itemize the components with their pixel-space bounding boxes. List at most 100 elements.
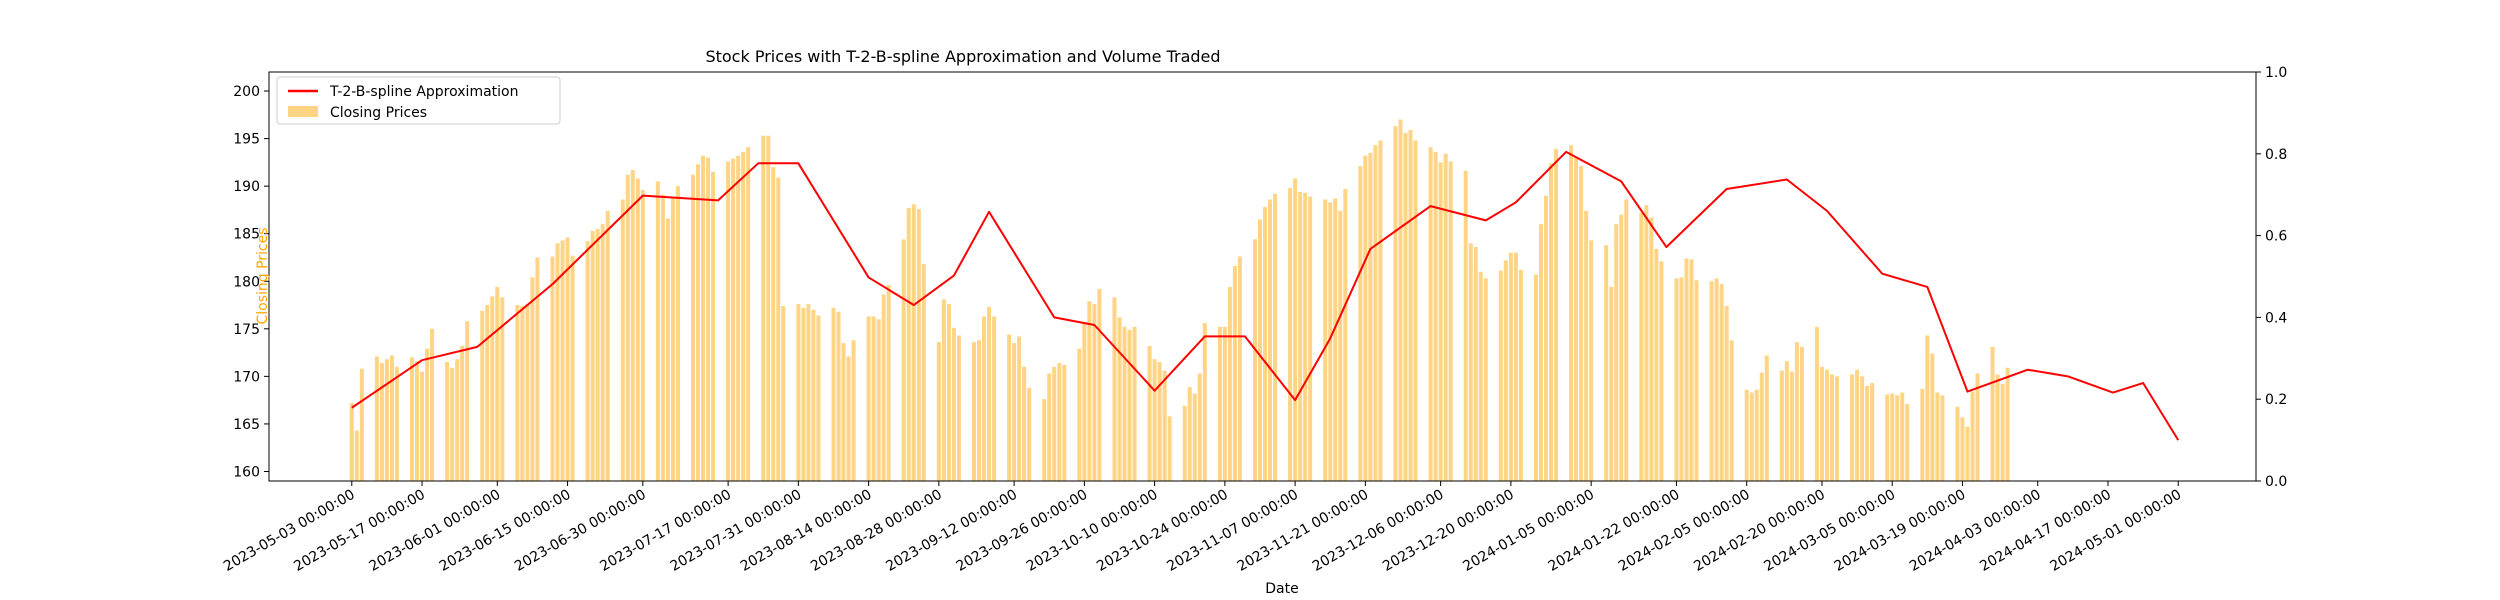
price-bar [881,294,886,481]
price-bar [1589,240,1594,481]
price-bar [1709,281,1714,481]
price-bar [1408,130,1413,481]
price-bar [1895,395,1900,481]
price-bar [1257,219,1262,481]
legend-spline-label: T-2-B-spline Approximation [329,84,518,100]
price-bar [976,340,981,481]
price-bar [1062,364,1067,481]
price-bar [1960,417,1965,481]
price-bar [1082,322,1087,481]
price-bar [1288,188,1293,482]
legend-box [276,76,561,125]
price-bar [555,243,560,481]
price-bar [1679,277,1684,481]
price-bar [1759,372,1764,481]
y-tick-label: 190 [233,179,260,195]
price-bar [1719,284,1724,481]
price-bar [1017,336,1022,481]
price-bar [1468,243,1473,481]
price-bar [535,257,540,481]
price-bar [1268,199,1273,481]
price-bar [1855,369,1860,481]
price-bar [660,194,665,481]
price-bar [1293,178,1298,481]
price-bar [746,147,751,481]
price-bar [1930,353,1935,481]
price-bar [1835,376,1840,481]
y-tick-label: 185 [233,227,260,243]
price-bar [1995,374,2000,481]
price-bar [1333,198,1338,481]
price-bar [630,169,635,481]
price-bar [1358,166,1363,482]
price-bar [1232,266,1237,481]
price-bar [1087,301,1092,481]
price-bar [665,218,670,482]
spline-line [351,150,2180,441]
price-bar [1308,196,1313,481]
price-bar [1814,326,1819,481]
price-bar [987,306,992,481]
y2-tick-label: 1.0 [2265,65,2287,81]
price-bar [1117,317,1122,481]
price-bar [1147,345,1152,481]
price-bar [1132,326,1137,481]
price-bar [620,199,625,481]
price-bar [530,277,535,481]
price-bar [1830,374,1835,481]
price-bar [1303,192,1308,482]
y-tick-label: 160 [233,464,260,480]
price-bar [761,135,766,482]
price-bar [1167,416,1172,481]
price-bar [1754,389,1759,481]
price-bar [911,204,916,481]
price-bar [1323,199,1328,481]
closing-price-bars [349,119,2010,482]
price-bar [2005,367,2010,481]
price-bar [410,357,415,481]
price-bar [951,327,956,481]
price-bar [1965,426,1970,481]
price-bar [1609,286,1614,481]
price-bar [600,224,605,481]
price-bar [1413,140,1418,482]
price-bar [1403,132,1408,481]
y-axis-label: Closing Prices [255,227,271,324]
price-bar [1343,188,1348,482]
price-bar [726,161,731,481]
price-bar [866,316,871,481]
price-bar [711,171,716,481]
price-bar [1865,385,1870,481]
price-bar [500,297,505,481]
price-bar [1584,210,1589,481]
price-bar [675,186,680,481]
price-bar [1970,391,1975,481]
price-bar [455,359,460,481]
price-bar [1549,163,1554,481]
price-bar [806,304,811,481]
y2-tick-label: 0.0 [2265,474,2287,490]
price-bar [635,178,640,481]
price-bar [971,342,976,481]
price-bar [796,304,801,481]
price-bar [851,340,856,481]
price-bar [1694,280,1699,481]
price-bar [1975,373,1980,481]
y2-tick-label: 0.8 [2265,147,2287,163]
price-bar [1935,392,1940,481]
price-bar [941,299,946,481]
price-bar [1478,271,1483,481]
price-bar [1448,161,1453,481]
y-tick-label: 165 [233,417,260,433]
price-bar [465,321,470,481]
price-bar [1955,406,1960,481]
price-bar [389,355,394,481]
price-bar [560,240,565,481]
price-bar [430,328,435,481]
price-bar [906,208,911,481]
price-bar [701,155,706,481]
price-bar [1513,252,1518,481]
y-tick-label: 180 [233,274,260,290]
spline-line-group [351,150,2180,441]
price-bar [460,345,465,481]
